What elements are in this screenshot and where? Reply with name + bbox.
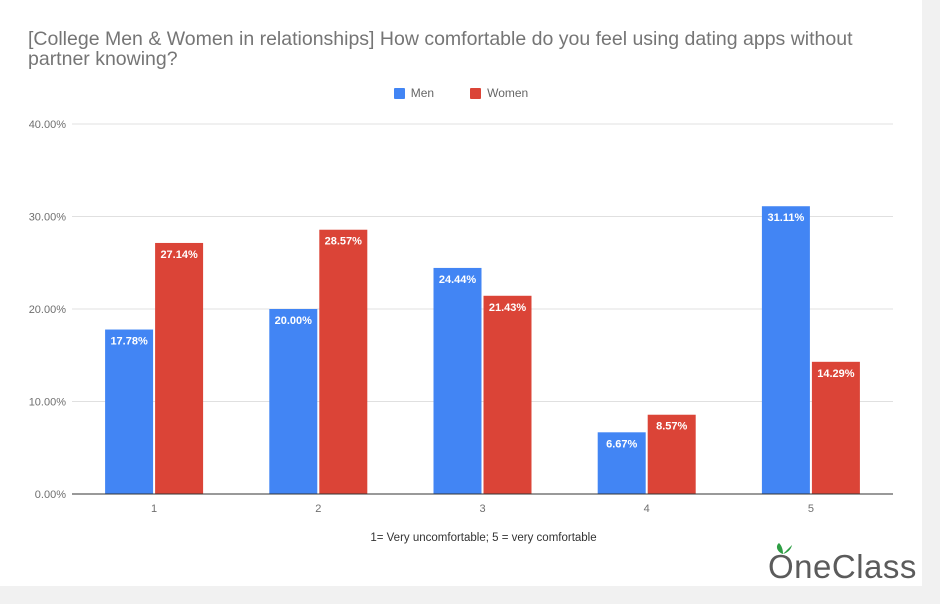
x-tick-label: 1: [151, 503, 157, 515]
data-label: 27.14%: [160, 249, 198, 261]
x-tick-label: 5: [808, 503, 814, 515]
bar-men: [761, 206, 810, 495]
legend-label-men: Men: [410, 86, 435, 100]
data-label: 14.29%: [817, 368, 855, 380]
bar-men: [433, 267, 482, 494]
x-tick-label: 4: [644, 503, 650, 515]
y-tick-label: 30.00%: [29, 212, 67, 224]
bar-women: [319, 229, 368, 495]
data-label: 28.57%: [325, 236, 363, 248]
data-label: 31.11%: [768, 212, 805, 224]
bar-men: [105, 329, 154, 494]
bar-men: [597, 432, 646, 494]
oneclass-logo: OneClass: [768, 543, 917, 586]
y-tick-label: 0.00%: [35, 489, 66, 501]
legend-item-women: Women: [470, 84, 528, 102]
logo-text: OneClass: [768, 548, 917, 585]
y-tick-label: 40.00%: [29, 119, 67, 131]
bar-women: [811, 361, 860, 494]
bar-women: [483, 295, 532, 494]
data-label: 8.57%: [656, 421, 687, 433]
bar-women: [155, 242, 204, 494]
data-label: 6.67%: [606, 438, 637, 450]
legend-item-men: Men: [393, 84, 435, 102]
legend-swatch-men: [393, 87, 405, 99]
y-tick-label: 10.00%: [29, 397, 67, 409]
x-tick-label: 3: [479, 503, 485, 515]
data-label: 21.43%: [489, 302, 527, 314]
bar-women: [647, 414, 696, 494]
x-axis-title: 1= Very uncomfortable; 5 = very comforta…: [370, 532, 596, 544]
x-tick-label: 2: [315, 503, 321, 515]
data-label: 17.78%: [110, 336, 148, 348]
bar-men: [269, 309, 318, 494]
y-tick-label: 20.00%: [29, 304, 67, 316]
data-label: 24.44%: [439, 274, 477, 286]
data-label: 20.00%: [275, 315, 313, 327]
chart-legend: Men Women: [0, 84, 922, 102]
legend-label-women: Women: [487, 86, 529, 100]
legend-swatch-women: [470, 87, 482, 99]
leaf-icon: [776, 543, 792, 554]
chart-title: [College Men & Women in relationships] H…: [28, 28, 853, 70]
